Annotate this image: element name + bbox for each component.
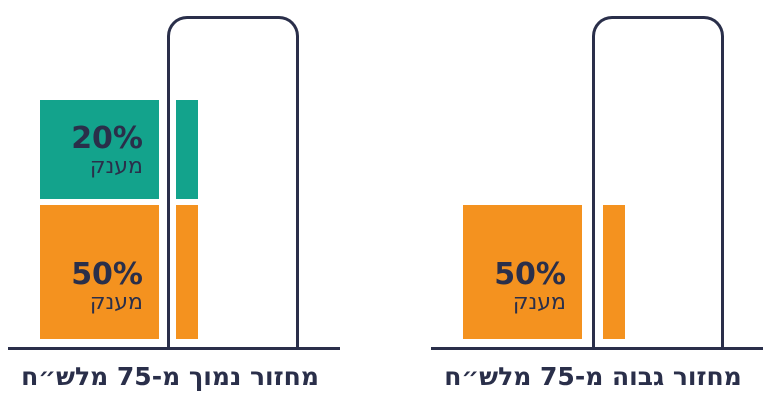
tank-fill-orange [603,205,625,339]
baseline-left [8,347,340,350]
tank-outline-left [167,16,299,350]
grant-percent: 20% [71,121,143,156]
tank-outline-right [592,16,724,350]
grant-block-orange: 50% מענק [40,205,159,339]
caption-high-turnover: מחזור גבוה מ-75 מלש״ח [444,362,742,391]
tank-fill-orange [176,205,198,339]
grant-label: מענק [89,154,143,179]
grant-label: מענק [512,290,566,315]
grant-percent: 50% [494,257,566,292]
tank-fill-teal [176,100,198,199]
grant-label: מענק [89,290,143,315]
caption-low-turnover: מחזור נמוך מ-75 מלש״ח [21,362,319,391]
grant-block-orange: 50% מענק [463,205,582,339]
grant-percent: 50% [71,257,143,292]
baseline-right [431,347,763,350]
grant-block-teal: 20% מענק [40,100,159,199]
